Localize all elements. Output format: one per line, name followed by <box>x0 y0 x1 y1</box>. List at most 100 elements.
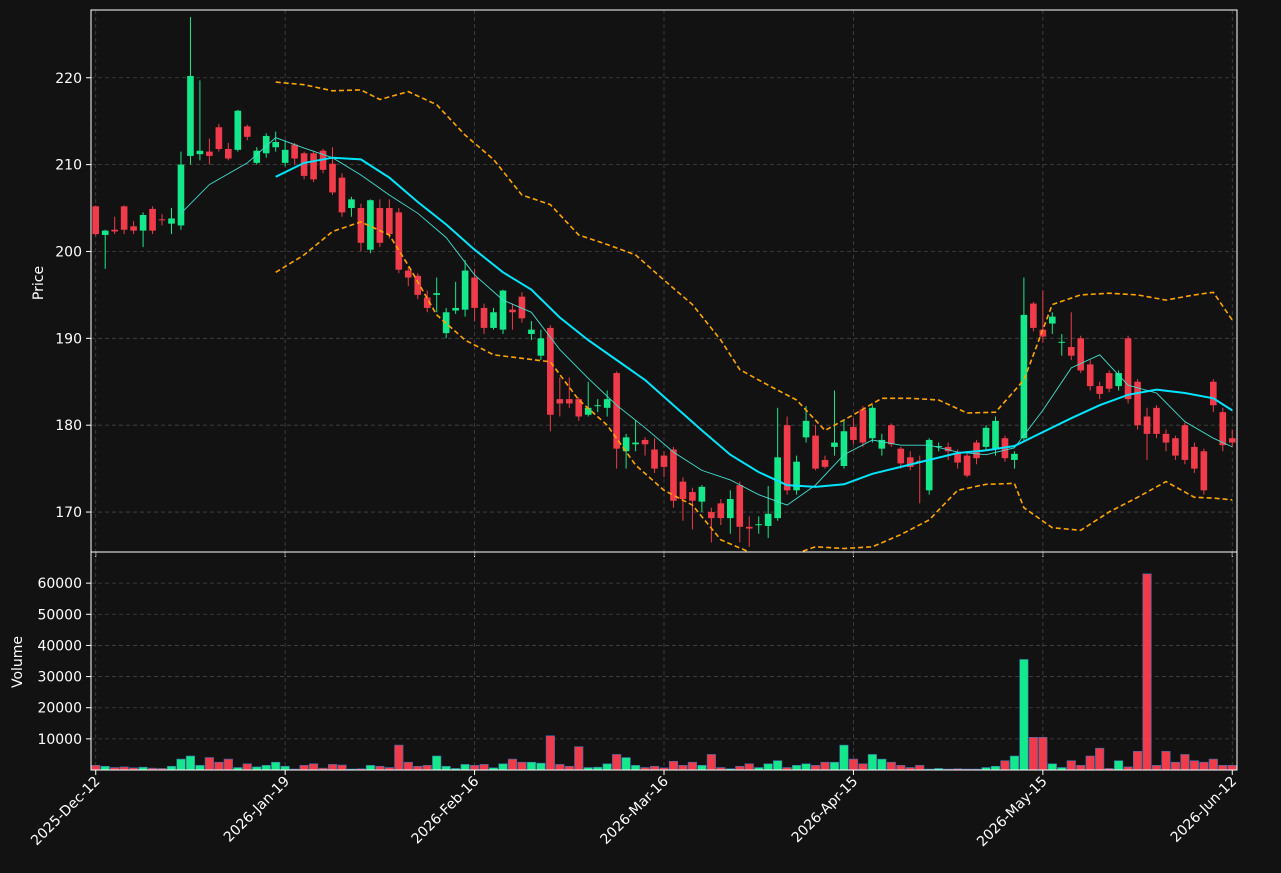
candle-body <box>1115 373 1122 387</box>
candle-body <box>660 455 668 467</box>
volume-bar <box>1085 755 1095 771</box>
candle-body <box>461 270 469 310</box>
volume-bar <box>631 765 641 771</box>
candle-body <box>395 212 403 270</box>
candle-body <box>812 435 819 469</box>
candle-body <box>821 459 829 467</box>
candle-body <box>187 76 194 156</box>
candle-body <box>225 148 232 159</box>
volume-bar <box>1047 763 1057 771</box>
candle-body <box>963 455 971 476</box>
candle-body <box>584 407 592 415</box>
candle-body <box>1124 338 1132 400</box>
candle-body <box>111 229 118 232</box>
candle-body <box>1228 438 1236 443</box>
candle-body <box>774 457 781 519</box>
candle-body <box>670 449 677 501</box>
candle-body <box>329 163 336 193</box>
candle-body <box>1058 341 1066 343</box>
volume-bar <box>915 765 925 771</box>
volume-bar <box>394 744 404 771</box>
volume-bar <box>858 763 868 771</box>
indicator-line <box>275 81 1233 432</box>
y-tick-label: 40000 <box>37 638 82 654</box>
volume-bar <box>91 765 101 771</box>
candle-body <box>149 208 156 231</box>
volume-bar <box>413 765 423 771</box>
candle-body <box>1020 314 1028 439</box>
candle-body <box>935 446 942 448</box>
volume-bar <box>877 758 887 771</box>
volume-bar <box>687 761 697 771</box>
volume-bar <box>1066 760 1076 771</box>
candle-body <box>423 297 431 308</box>
candle-body <box>1077 338 1085 371</box>
volume-bar <box>1218 765 1228 771</box>
candle-body <box>414 275 422 295</box>
volume-bar <box>612 754 622 771</box>
volume-bar <box>1114 760 1124 771</box>
volume-bar <box>261 765 271 771</box>
candle-body <box>262 135 270 154</box>
volume-bar <box>555 764 565 771</box>
volume-bar <box>1009 755 1019 771</box>
volume-bar <box>299 765 309 771</box>
volume-bar <box>763 763 773 771</box>
candle-body <box>698 486 706 502</box>
candle-body <box>509 309 516 313</box>
volume-bar <box>100 765 110 771</box>
candle-body <box>575 399 583 417</box>
candle-body <box>783 425 791 491</box>
candle-body <box>253 150 261 163</box>
volume-bar <box>574 746 584 771</box>
candle-body <box>272 142 280 148</box>
candle-body <box>130 226 137 231</box>
candle-body <box>1172 438 1179 456</box>
volume-bar <box>195 765 205 771</box>
candle-body <box>755 524 763 526</box>
volume-bar <box>697 765 707 771</box>
candle-body <box>281 149 289 163</box>
volume-bar <box>602 763 612 771</box>
candle-body <box>1039 329 1047 337</box>
volume-bar <box>280 765 290 771</box>
y-tick-label: 50000 <box>37 607 82 623</box>
candle-body <box>243 126 251 137</box>
candle-body <box>603 399 611 408</box>
volume-bar <box>1038 736 1048 771</box>
candle-body <box>386 208 393 235</box>
volume-bar <box>773 760 783 771</box>
volume-bar <box>242 763 252 771</box>
candle-body <box>992 420 999 450</box>
volume-bar <box>223 758 233 771</box>
volume-bar <box>176 758 186 771</box>
y-tick-label: 20000 <box>37 701 82 717</box>
volume-bar <box>668 760 679 771</box>
candle-body <box>1162 433 1170 443</box>
candle-body <box>764 513 772 526</box>
candle-body <box>1200 451 1208 491</box>
volume-bar <box>1170 761 1180 771</box>
candle-body <box>499 290 507 330</box>
volume-bar <box>526 761 536 771</box>
candle-body <box>689 492 696 501</box>
volume-bar <box>498 763 508 771</box>
candle-body <box>641 439 649 445</box>
candle-body <box>1096 386 1103 394</box>
volume-bar <box>185 755 196 771</box>
volume-bar <box>744 763 754 771</box>
volume-bar <box>327 764 338 771</box>
candle-body <box>906 457 914 467</box>
candle-body <box>310 153 317 180</box>
candle-body <box>404 270 412 278</box>
volume-bar <box>896 765 906 771</box>
candle-body <box>1067 347 1075 356</box>
candle-body <box>348 199 355 209</box>
volume-bar <box>810 765 821 771</box>
candle-body <box>518 296 526 319</box>
volume-bar <box>649 765 660 771</box>
candle-body <box>1011 453 1018 460</box>
volume-bar <box>432 755 442 771</box>
candle-body <box>215 127 223 149</box>
